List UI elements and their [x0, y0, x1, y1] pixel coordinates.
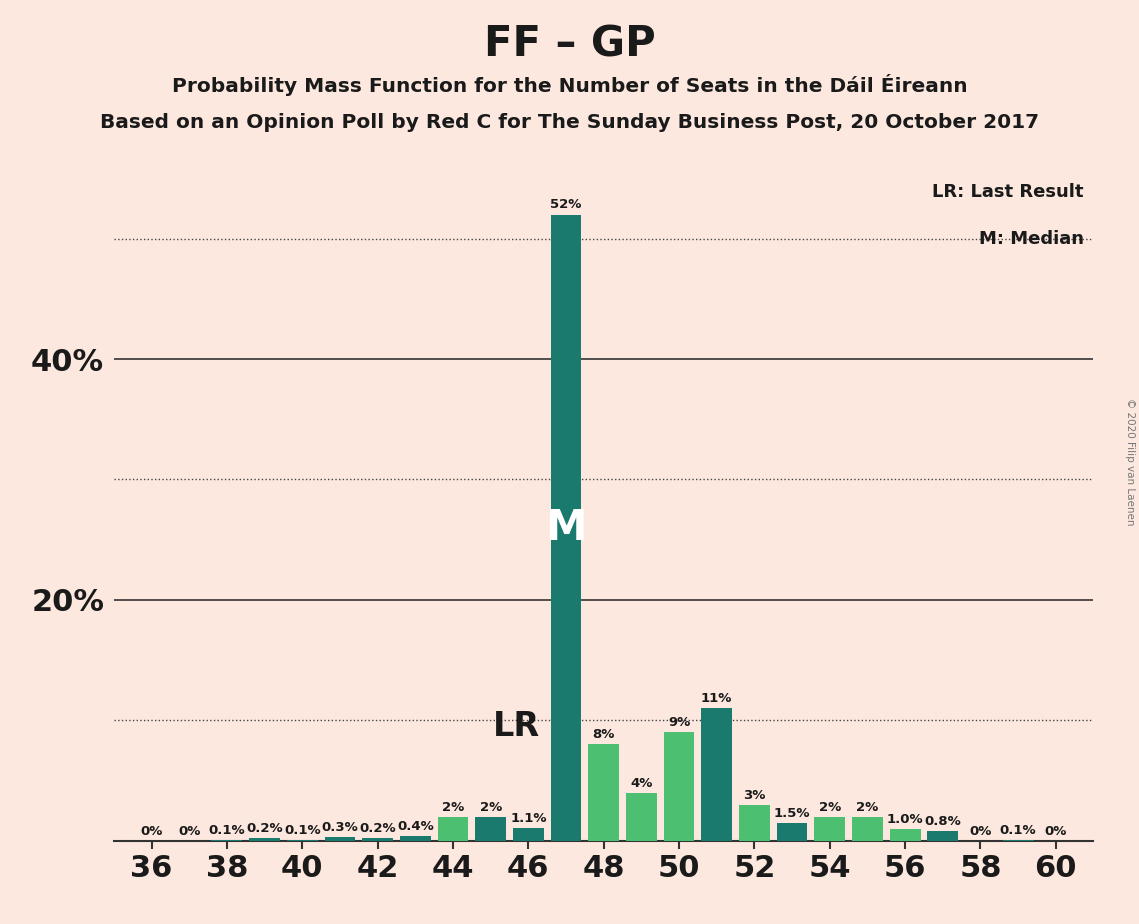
Bar	[1002, 840, 1033, 841]
Text: 0.4%: 0.4%	[396, 820, 434, 833]
Text: LR: Last Result: LR: Last Result	[932, 183, 1083, 201]
Text: 1.5%: 1.5%	[773, 807, 810, 820]
Bar	[890, 829, 920, 841]
Text: 0.1%: 0.1%	[208, 823, 245, 836]
Text: 2%: 2%	[442, 801, 464, 814]
Text: LR: LR	[492, 710, 540, 743]
Text: 2%: 2%	[480, 801, 502, 814]
Bar	[550, 214, 581, 841]
Bar	[588, 745, 620, 841]
Bar	[362, 838, 393, 841]
Text: 2%: 2%	[819, 801, 841, 814]
Bar	[287, 840, 318, 841]
Text: 0%: 0%	[140, 825, 163, 838]
Text: 0%: 0%	[1044, 825, 1067, 838]
Text: 1.1%: 1.1%	[510, 811, 547, 824]
Text: © 2020 Filip van Laenen: © 2020 Filip van Laenen	[1125, 398, 1134, 526]
Text: 0.3%: 0.3%	[321, 821, 359, 834]
Bar	[664, 733, 695, 841]
Bar	[513, 828, 543, 841]
Text: 11%: 11%	[700, 692, 732, 705]
Bar	[400, 836, 431, 841]
Text: Based on an Opinion Poll by Red C for The Sunday Business Post, 20 October 2017: Based on an Opinion Poll by Red C for Th…	[100, 113, 1039, 132]
Text: 9%: 9%	[667, 716, 690, 729]
Text: 0%: 0%	[969, 825, 992, 838]
Text: 0.1%: 0.1%	[1000, 823, 1036, 836]
Text: M: Median: M: Median	[978, 230, 1083, 249]
Bar	[814, 817, 845, 841]
Text: 52%: 52%	[550, 199, 582, 212]
Bar	[249, 838, 280, 841]
Text: 8%: 8%	[592, 728, 615, 741]
Bar	[702, 709, 732, 841]
Text: 4%: 4%	[630, 777, 653, 790]
Text: 0.2%: 0.2%	[359, 822, 396, 835]
Text: 0.1%: 0.1%	[284, 823, 320, 836]
Text: FF – GP: FF – GP	[484, 23, 655, 65]
Bar	[437, 817, 468, 841]
Text: 0%: 0%	[178, 825, 200, 838]
Bar	[626, 793, 657, 841]
Text: 1.0%: 1.0%	[887, 813, 924, 826]
Text: 0.8%: 0.8%	[925, 815, 961, 828]
Text: 0.2%: 0.2%	[246, 822, 282, 835]
Text: M: M	[546, 506, 587, 549]
Bar	[927, 832, 958, 841]
Bar	[475, 817, 506, 841]
Bar	[852, 817, 883, 841]
Bar	[777, 822, 808, 841]
Bar	[739, 805, 770, 841]
Bar	[212, 840, 243, 841]
Text: 3%: 3%	[743, 789, 765, 802]
Text: Probability Mass Function for the Number of Seats in the Dáil Éireann: Probability Mass Function for the Number…	[172, 74, 967, 96]
Bar	[325, 837, 355, 841]
Text: 2%: 2%	[857, 801, 878, 814]
